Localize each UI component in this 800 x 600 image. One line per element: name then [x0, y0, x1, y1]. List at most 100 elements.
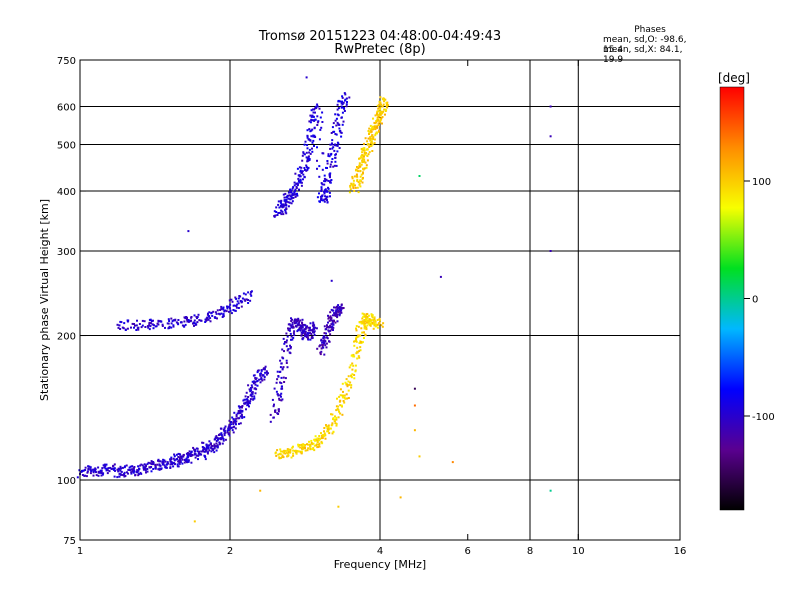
data-point	[126, 327, 129, 330]
data-point	[312, 322, 315, 325]
data-point	[363, 331, 365, 334]
data-point	[183, 459, 186, 461]
data-point	[365, 326, 368, 329]
data-point	[368, 133, 370, 135]
data-point	[320, 186, 323, 189]
data-point	[225, 310, 228, 313]
isolated-point	[330, 279, 333, 282]
data-point	[310, 135, 313, 138]
data-point	[375, 121, 378, 124]
data-point	[81, 474, 84, 476]
data-point	[217, 438, 219, 441]
data-point	[304, 333, 306, 336]
data-point	[337, 310, 340, 312]
data-point	[245, 298, 248, 301]
data-point	[222, 306, 225, 309]
data-point	[334, 156, 337, 159]
data-point	[303, 143, 306, 146]
data-point	[333, 130, 336, 133]
data-point	[305, 169, 308, 172]
data-point	[279, 201, 282, 204]
data-point	[335, 422, 338, 425]
data-point	[353, 340, 355, 343]
data-point	[150, 322, 153, 325]
x-tick-label: 6	[465, 546, 471, 557]
data-point	[326, 201, 329, 204]
data-point	[369, 136, 372, 139]
data-point	[306, 160, 309, 163]
isolated-point	[187, 230, 190, 233]
data-point	[386, 103, 388, 106]
data-point	[274, 451, 277, 454]
data-point	[276, 370, 279, 373]
data-point	[302, 152, 305, 155]
data-point	[106, 472, 109, 475]
data-point	[251, 386, 254, 389]
data-point	[328, 155, 331, 158]
data-point	[231, 429, 234, 432]
isolated-point	[549, 250, 552, 252]
data-point	[336, 150, 339, 153]
data-point	[323, 192, 326, 195]
data-point	[280, 392, 283, 395]
data-point	[337, 408, 340, 411]
data-point	[374, 134, 377, 137]
x-axis-label: Frequency [MHz]	[334, 558, 426, 571]
data-point	[299, 175, 302, 178]
data-point	[322, 435, 325, 438]
data-point	[364, 334, 367, 337]
data-point	[235, 423, 237, 426]
data-point	[307, 443, 310, 446]
data-point	[172, 325, 175, 328]
data-point	[326, 326, 328, 329]
data-point	[230, 298, 233, 301]
data-point	[282, 193, 285, 196]
data-point	[315, 327, 318, 330]
data-point	[329, 329, 332, 332]
data-point	[335, 305, 338, 308]
isolated-point	[399, 496, 402, 499]
data-point	[154, 467, 157, 470]
data-point	[275, 206, 278, 209]
data-point	[293, 319, 296, 322]
colorbar-label: [deg]	[718, 71, 750, 85]
data-point	[279, 453, 282, 456]
data-point	[285, 212, 288, 215]
data-point	[329, 324, 332, 327]
data-point	[299, 319, 302, 322]
data-point	[281, 456, 284, 459]
data-point	[362, 172, 364, 175]
data-point	[89, 472, 92, 475]
data-point	[331, 126, 334, 129]
data-point	[227, 427, 230, 430]
data-point	[213, 445, 216, 447]
data-point	[327, 186, 329, 189]
data-point	[358, 162, 361, 165]
x-tick-label: 16	[674, 546, 687, 557]
data-point	[378, 120, 381, 123]
data-point	[208, 449, 211, 452]
data-point	[193, 324, 195, 327]
data-point	[197, 454, 200, 457]
data-point	[335, 405, 338, 408]
data-point	[310, 129, 313, 132]
data-point	[367, 137, 370, 140]
data-point	[330, 413, 332, 416]
data-point	[333, 320, 335, 323]
data-point	[336, 121, 339, 124]
data-point	[170, 456, 173, 459]
data-point	[320, 350, 323, 353]
data-point	[299, 324, 302, 327]
data-point	[305, 326, 308, 329]
data-point	[152, 327, 155, 330]
data-point	[327, 179, 330, 182]
data-point	[306, 336, 309, 339]
data-point	[262, 367, 265, 370]
data-point	[148, 318, 151, 321]
data-point	[276, 214, 279, 216]
data-point	[307, 156, 310, 159]
data-point	[279, 394, 282, 397]
data-point	[215, 449, 218, 452]
data-point	[340, 105, 343, 108]
data-point	[267, 372, 269, 375]
